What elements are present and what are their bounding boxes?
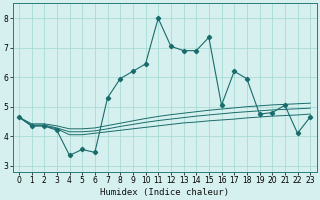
X-axis label: Humidex (Indice chaleur): Humidex (Indice chaleur) bbox=[100, 188, 229, 197]
